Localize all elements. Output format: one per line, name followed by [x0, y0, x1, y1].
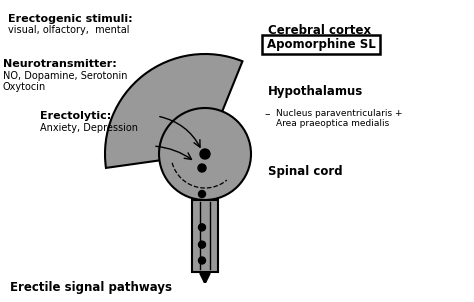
Circle shape — [199, 191, 206, 198]
Circle shape — [199, 257, 206, 264]
Text: Nucleus paraventricularis +: Nucleus paraventricularis + — [276, 110, 402, 118]
Text: Erectile signal pathways: Erectile signal pathways — [10, 281, 172, 294]
Text: Area praeoptica medialis: Area praeoptica medialis — [276, 120, 389, 128]
Text: Neurotransmitter:: Neurotransmitter: — [3, 59, 117, 69]
Text: Erectogenic stimuli:: Erectogenic stimuli: — [8, 14, 133, 24]
Text: Spinal cord: Spinal cord — [268, 165, 343, 178]
Text: NO, Dopamine, Serotonin: NO, Dopamine, Serotonin — [3, 71, 128, 81]
Wedge shape — [105, 54, 243, 168]
Text: visual, olfactory,  mental: visual, olfactory, mental — [8, 25, 129, 35]
Circle shape — [198, 164, 206, 172]
Circle shape — [199, 241, 206, 248]
Bar — [262, 35, 380, 54]
Text: Oxytocin: Oxytocin — [3, 82, 46, 92]
Bar — [192, 200, 218, 272]
Text: Cerebral cortex: Cerebral cortex — [268, 24, 371, 37]
Text: Anxiety, Depression: Anxiety, Depression — [40, 123, 138, 133]
Circle shape — [199, 224, 206, 231]
Text: –: – — [264, 109, 270, 119]
Text: Hypothalamus: Hypothalamus — [268, 85, 363, 98]
Circle shape — [200, 149, 210, 159]
Text: Erectolytic:: Erectolytic: — [40, 111, 111, 121]
Text: Apomorphine SL: Apomorphine SL — [266, 38, 375, 51]
Circle shape — [159, 108, 251, 200]
